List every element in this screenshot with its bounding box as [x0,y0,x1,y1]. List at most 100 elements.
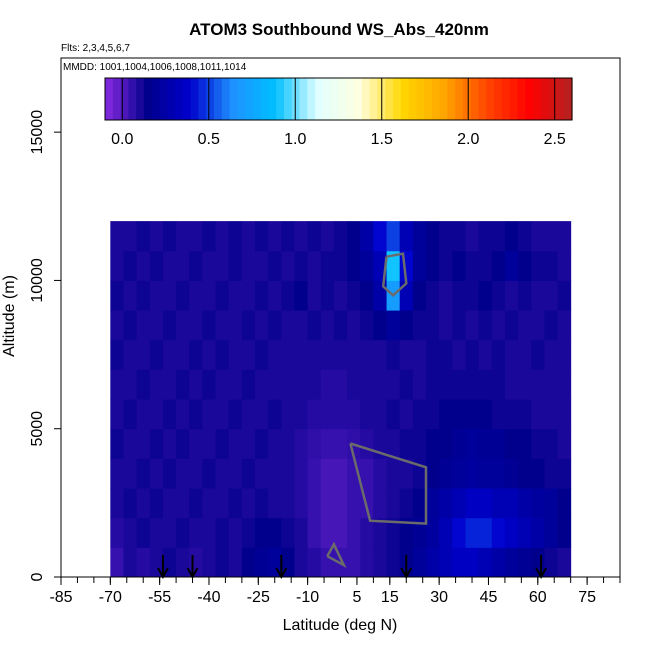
heat-cell [294,458,309,489]
colorbar-segment [151,78,161,120]
colorbar-segment [136,78,145,120]
heat-cell [504,517,519,548]
heat-cell [281,517,295,548]
heat-cell [215,280,230,311]
heat-cell [373,339,388,370]
colorbar-tick-label: 0.0 [111,131,133,148]
colorbar-segment [268,78,277,120]
x-tick-label: -40 [197,589,220,606]
heat-cell [294,310,309,341]
heat-cell [491,458,506,489]
heat-cell [333,221,348,252]
heat-cell [149,428,164,459]
heat-cell [478,399,493,430]
heat-cell [557,399,572,430]
heat-cell [478,221,493,252]
x-tick-label: 75 [578,589,596,606]
heat-cell [360,280,374,311]
heat-cell [228,458,243,489]
heat-cell [465,428,480,459]
x-tick-label: -25 [247,589,270,606]
heat-cell [347,369,361,400]
colorbar-tick-label: 1.5 [371,131,393,148]
heat-cell [452,488,466,519]
heat-cell [110,310,124,341]
heat-cell [268,517,282,548]
heat-cell [162,221,177,252]
colorbar-segment [206,78,215,120]
heat-cell [399,399,414,430]
colorbar-segment [260,78,270,120]
heat-cell [465,221,480,252]
heat-cell [386,310,401,341]
heat-cell [373,517,388,548]
colorbar-segment [221,78,231,120]
heat-cell [189,280,203,311]
heat-cell [202,517,217,548]
heat-cell [491,339,506,370]
heat-cell [110,221,124,252]
heat-cell [162,280,177,311]
heat-cell [452,517,466,548]
heat-cell [176,310,190,341]
heat-cell [215,310,230,341]
x-tick-label: 5 [352,589,361,606]
y-axis-label: Altitude (m) [1,275,18,357]
heat-cell [136,458,151,489]
heat-cell [162,339,177,370]
x-tick-label: -70 [99,589,122,606]
heat-cell [241,428,256,459]
heat-cell [320,488,335,519]
heat-cell [149,369,164,400]
heat-cell [268,428,282,459]
heat-cell [386,250,401,281]
heat-cell [347,399,361,430]
heat-cell [412,369,427,400]
colorbar-segment [416,78,425,120]
colorbar-segment [517,78,526,120]
heat-cell [149,280,164,311]
heat-cell [412,547,427,577]
heat-cell [294,250,309,281]
heat-cell [281,399,295,430]
heat-cell [412,221,427,252]
x-tick-label: -85 [49,589,72,606]
heat-cell [360,458,374,489]
heat-cell [136,547,151,577]
heat-cell [149,399,164,430]
heat-cell [189,399,203,430]
colorbar-segment [346,78,355,120]
heat-cell [333,280,348,311]
heat-cell [307,458,322,489]
heat-cell [360,221,374,252]
heat-cell [544,547,559,577]
heatmap-cells [110,221,572,577]
flight-arrows [157,555,547,580]
heat-cell [399,488,414,519]
heat-cell [504,310,519,341]
contour-line [349,442,428,525]
heat-cell [110,517,124,548]
heat-cell [149,458,164,489]
heat-cell [373,369,388,400]
heat-cell [465,339,480,370]
heat-cell [531,399,545,430]
heat-cell [531,488,545,519]
heat-cell [189,369,203,400]
heat-cell [281,221,295,252]
heat-cell [241,488,256,519]
x-axis: -85 -70 -55 -40 -25 -10 5 15 30 45 60 75 [49,577,621,606]
heat-cell [136,339,151,370]
heat-cell [478,280,493,311]
heat-cell [123,547,138,577]
heat-cell [491,221,506,252]
colorbar-segment [322,78,332,120]
heat-cell [268,488,282,519]
colorbar-segment [190,78,199,120]
heat-cell [149,310,164,341]
heat-cell [333,310,348,341]
heat-cell [439,339,453,370]
heat-cell [255,339,269,370]
heat-cell [176,250,190,281]
